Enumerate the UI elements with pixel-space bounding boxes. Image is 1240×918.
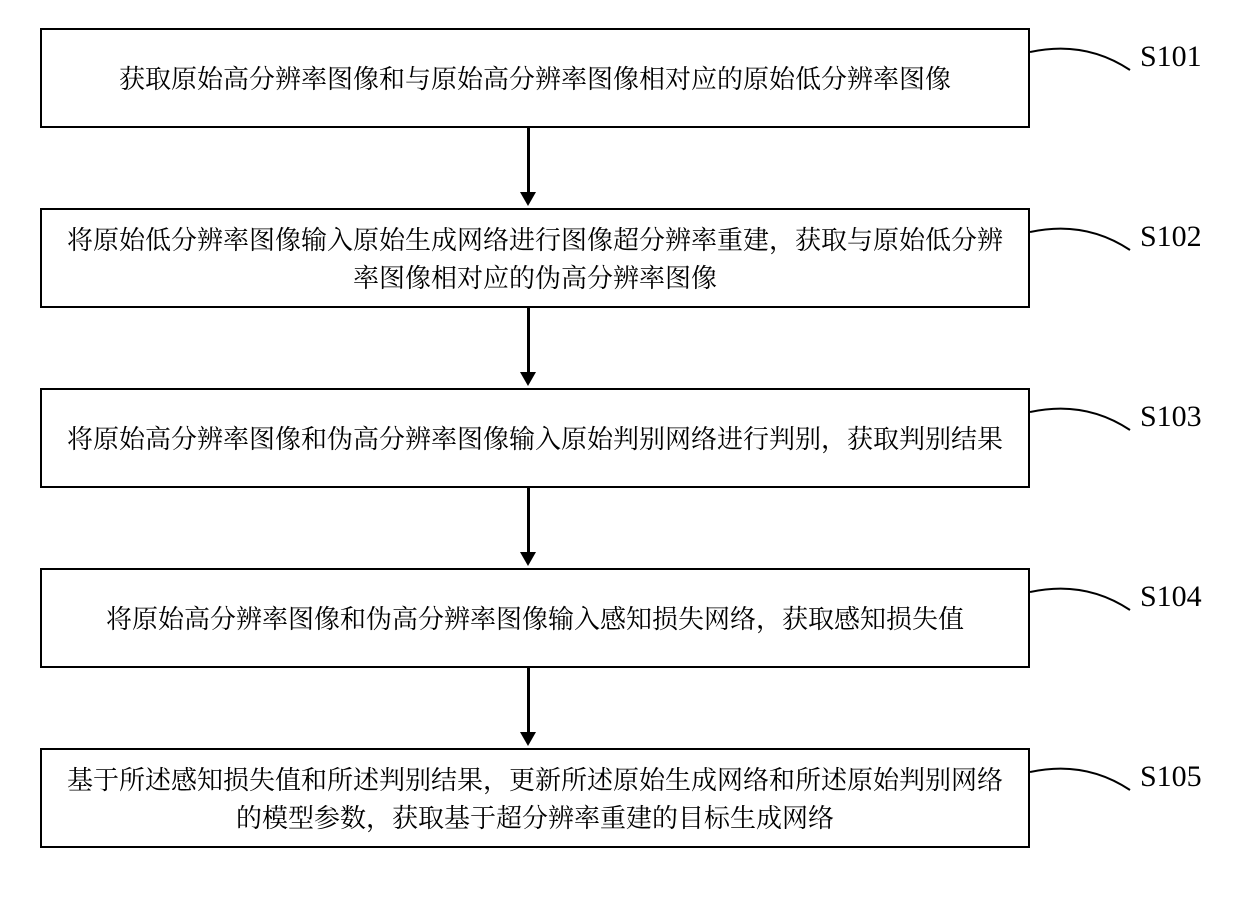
step-label-s101: S101 (1140, 40, 1202, 74)
step-box-s103: 将原始高分辨率图像和伪高分辨率图像输入原始判别网络进行判别，获取判别结果 (40, 388, 1030, 488)
step-text: 将原始低分辨率图像输入原始生成网络进行图像超分辨率重建，获取与原始低分辨率图像相… (62, 220, 1008, 295)
connector-s105 (1030, 748, 1140, 808)
step-box-s105: 基于所述感知损失值和所述判别结果，更新所述原始生成网络和所述原始判别网络的模型参… (40, 748, 1030, 848)
step-label-s105: S105 (1140, 760, 1202, 794)
step-box-s102: 将原始低分辨率图像输入原始生成网络进行图像超分辨率重建，获取与原始低分辨率图像相… (40, 208, 1030, 308)
connector-s103 (1030, 388, 1140, 448)
connector-s102 (1030, 208, 1140, 268)
step-label-s102: S102 (1140, 220, 1202, 254)
step-text: 将原始高分辨率图像和伪高分辨率图像输入感知损失网络，获取感知损失值 (106, 599, 964, 637)
step-text: 基于所述感知损失值和所述判别结果，更新所述原始生成网络和所述原始判别网络的模型参… (62, 760, 1008, 835)
connector-s104 (1030, 568, 1140, 628)
step-box-s101: 获取原始高分辨率图像和与原始高分辨率图像相对应的原始低分辨率图像 (40, 28, 1030, 128)
connector-s101 (1030, 28, 1140, 88)
step-text: 将原始高分辨率图像和伪高分辨率图像输入原始判别网络进行判别，获取判别结果 (67, 419, 1003, 457)
step-label-s103: S103 (1140, 400, 1202, 434)
flowchart-container: 获取原始高分辨率图像和与原始高分辨率图像相对应的原始低分辨率图像 S101 将原… (0, 0, 1240, 918)
step-box-s104: 将原始高分辨率图像和伪高分辨率图像输入感知损失网络，获取感知损失值 (40, 568, 1030, 668)
step-label-s104: S104 (1140, 580, 1202, 614)
step-text: 获取原始高分辨率图像和与原始高分辨率图像相对应的原始低分辨率图像 (119, 59, 951, 97)
